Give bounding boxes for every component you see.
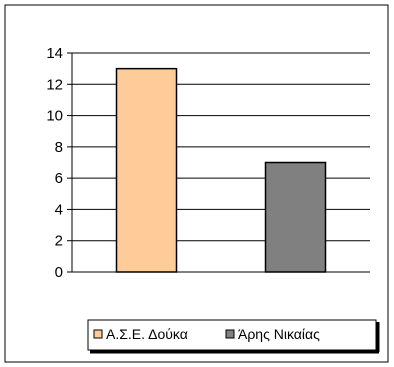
y-tick-label: 2 xyxy=(55,233,63,250)
y-tick-label: 14 xyxy=(46,45,63,62)
y-tick-label: 0 xyxy=(55,264,63,281)
legend: Α.Σ.Ε. Δούκα Άρης Νικαίας xyxy=(87,319,380,354)
bars xyxy=(115,67,327,273)
legend-swatch-series-1 xyxy=(93,329,103,339)
legend-label-series-2: Άρης Νικαίας xyxy=(238,326,320,342)
y-tick-label: 6 xyxy=(55,170,63,187)
y-tick-label: 8 xyxy=(55,139,63,156)
y-tick-label: 10 xyxy=(46,108,63,125)
legend-swatch-series-2 xyxy=(225,329,235,339)
y-axis-ticks: 0 2 4 6 8 10 12 14 xyxy=(46,45,72,281)
bar-2 xyxy=(264,161,327,273)
legend-label-series-1: Α.Σ.Ε. Δούκα xyxy=(106,326,188,342)
y-tick-label: 4 xyxy=(55,201,63,218)
bar-1 xyxy=(115,67,178,273)
y-tick-label: 12 xyxy=(46,76,63,93)
